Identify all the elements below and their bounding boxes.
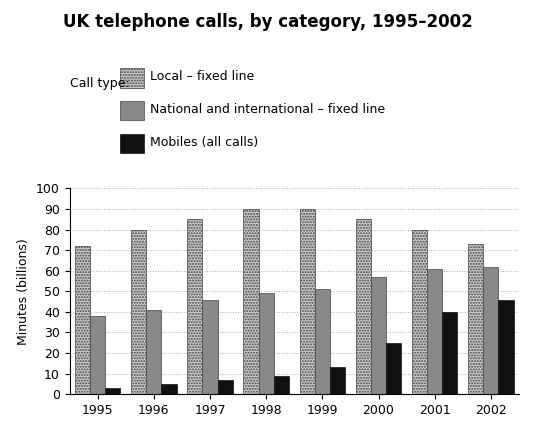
- Bar: [146, 310, 162, 394]
- Text: UK telephone calls, by category, 1995–2002: UK telephone calls, by category, 1995–20…: [63, 13, 472, 31]
- Bar: [90, 316, 105, 394]
- Bar: [75, 246, 90, 394]
- Bar: [371, 277, 386, 394]
- Text: Mobiles (all calls): Mobiles (all calls): [150, 136, 258, 149]
- Bar: [330, 367, 345, 394]
- Bar: [499, 300, 514, 394]
- Bar: [105, 388, 120, 394]
- Bar: [427, 268, 442, 394]
- Bar: [300, 209, 315, 394]
- Bar: [315, 289, 330, 394]
- Bar: [131, 230, 146, 394]
- Bar: [386, 343, 401, 394]
- Bar: [356, 219, 371, 394]
- Bar: [218, 380, 233, 394]
- Bar: [274, 376, 289, 394]
- Bar: [187, 219, 202, 394]
- Text: National and international – fixed line: National and international – fixed line: [150, 103, 385, 116]
- Bar: [442, 312, 457, 394]
- Bar: [483, 267, 499, 394]
- Bar: [202, 300, 218, 394]
- Bar: [162, 384, 177, 394]
- Bar: [412, 230, 427, 394]
- Text: Local – fixed line: Local – fixed line: [150, 70, 254, 83]
- Bar: [468, 244, 483, 394]
- Bar: [258, 293, 274, 394]
- Bar: [243, 209, 258, 394]
- Y-axis label: Minutes (billions): Minutes (billions): [18, 238, 30, 345]
- Text: Call type:: Call type:: [70, 77, 129, 90]
